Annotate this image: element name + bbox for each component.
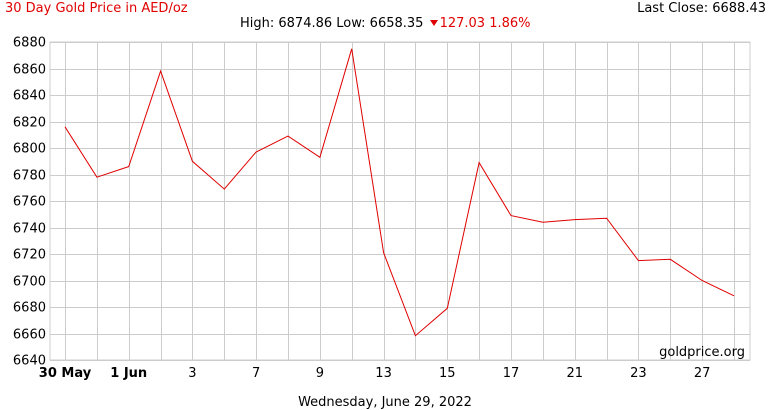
y-tick-label: 6720 bbox=[13, 248, 46, 263]
y-tick-label: 6640 bbox=[13, 354, 46, 369]
y-tick-label: 6680 bbox=[13, 301, 46, 316]
x-tick-label: 9 bbox=[316, 366, 324, 381]
y-tick-label: 6780 bbox=[13, 169, 46, 184]
footer-date: Wednesday, June 29, 2022 bbox=[298, 395, 472, 410]
x-tick-label: 27 bbox=[694, 366, 711, 381]
x-axis-labels: 30 May 1 Jun 3 7 9 13 15 17 21 23 27 bbox=[39, 366, 711, 381]
y-tick-label: 6660 bbox=[13, 328, 46, 343]
y-tick-label: 6820 bbox=[13, 116, 46, 131]
x-tick-label: 15 bbox=[439, 366, 456, 381]
y-tick-label: 6800 bbox=[13, 142, 46, 157]
y-tick-label: 6860 bbox=[13, 63, 46, 78]
x-tick-label: 23 bbox=[630, 366, 647, 381]
y-tick-label: 6740 bbox=[13, 222, 46, 237]
y-tick-label: 6880 bbox=[13, 36, 46, 51]
x-tick-label: 7 bbox=[252, 366, 260, 381]
y-tick-label: 6760 bbox=[13, 195, 46, 210]
high-low-text: High: 6874.86 Low: 6658.35 bbox=[240, 16, 424, 31]
x-tick-label: 1 Jun bbox=[110, 366, 147, 381]
grid-layer bbox=[49, 41, 751, 361]
x-tick-label: 21 bbox=[566, 366, 583, 381]
y-axis-labels: 6640 6660 6680 6700 6720 6740 6760 6780 6800 6820… bbox=[13, 36, 46, 369]
watermark-text: goldprice.org bbox=[659, 345, 745, 360]
down-arrow-icon bbox=[429, 20, 438, 26]
price-stats: High: 6874.86 Low: 6658.35 127.03 1.86% bbox=[240, 16, 531, 31]
x-tick-label: 17 bbox=[503, 366, 520, 381]
series-layer bbox=[64, 48, 735, 337]
x-tick-label: 13 bbox=[375, 366, 392, 381]
chart-title: 30 Day Gold Price in AED/oz bbox=[5, 1, 188, 16]
last-close-label: Last Close: 6688.43 bbox=[637, 1, 766, 16]
y-tick-label: 6700 bbox=[13, 275, 46, 290]
x-tick-label: 3 bbox=[188, 366, 196, 381]
price-change-text: 127.03 1.86% bbox=[439, 16, 531, 31]
y-tick-label: 6840 bbox=[13, 89, 46, 104]
price-series-line bbox=[64, 48, 735, 337]
x-tick-label: 30 May bbox=[39, 366, 92, 381]
